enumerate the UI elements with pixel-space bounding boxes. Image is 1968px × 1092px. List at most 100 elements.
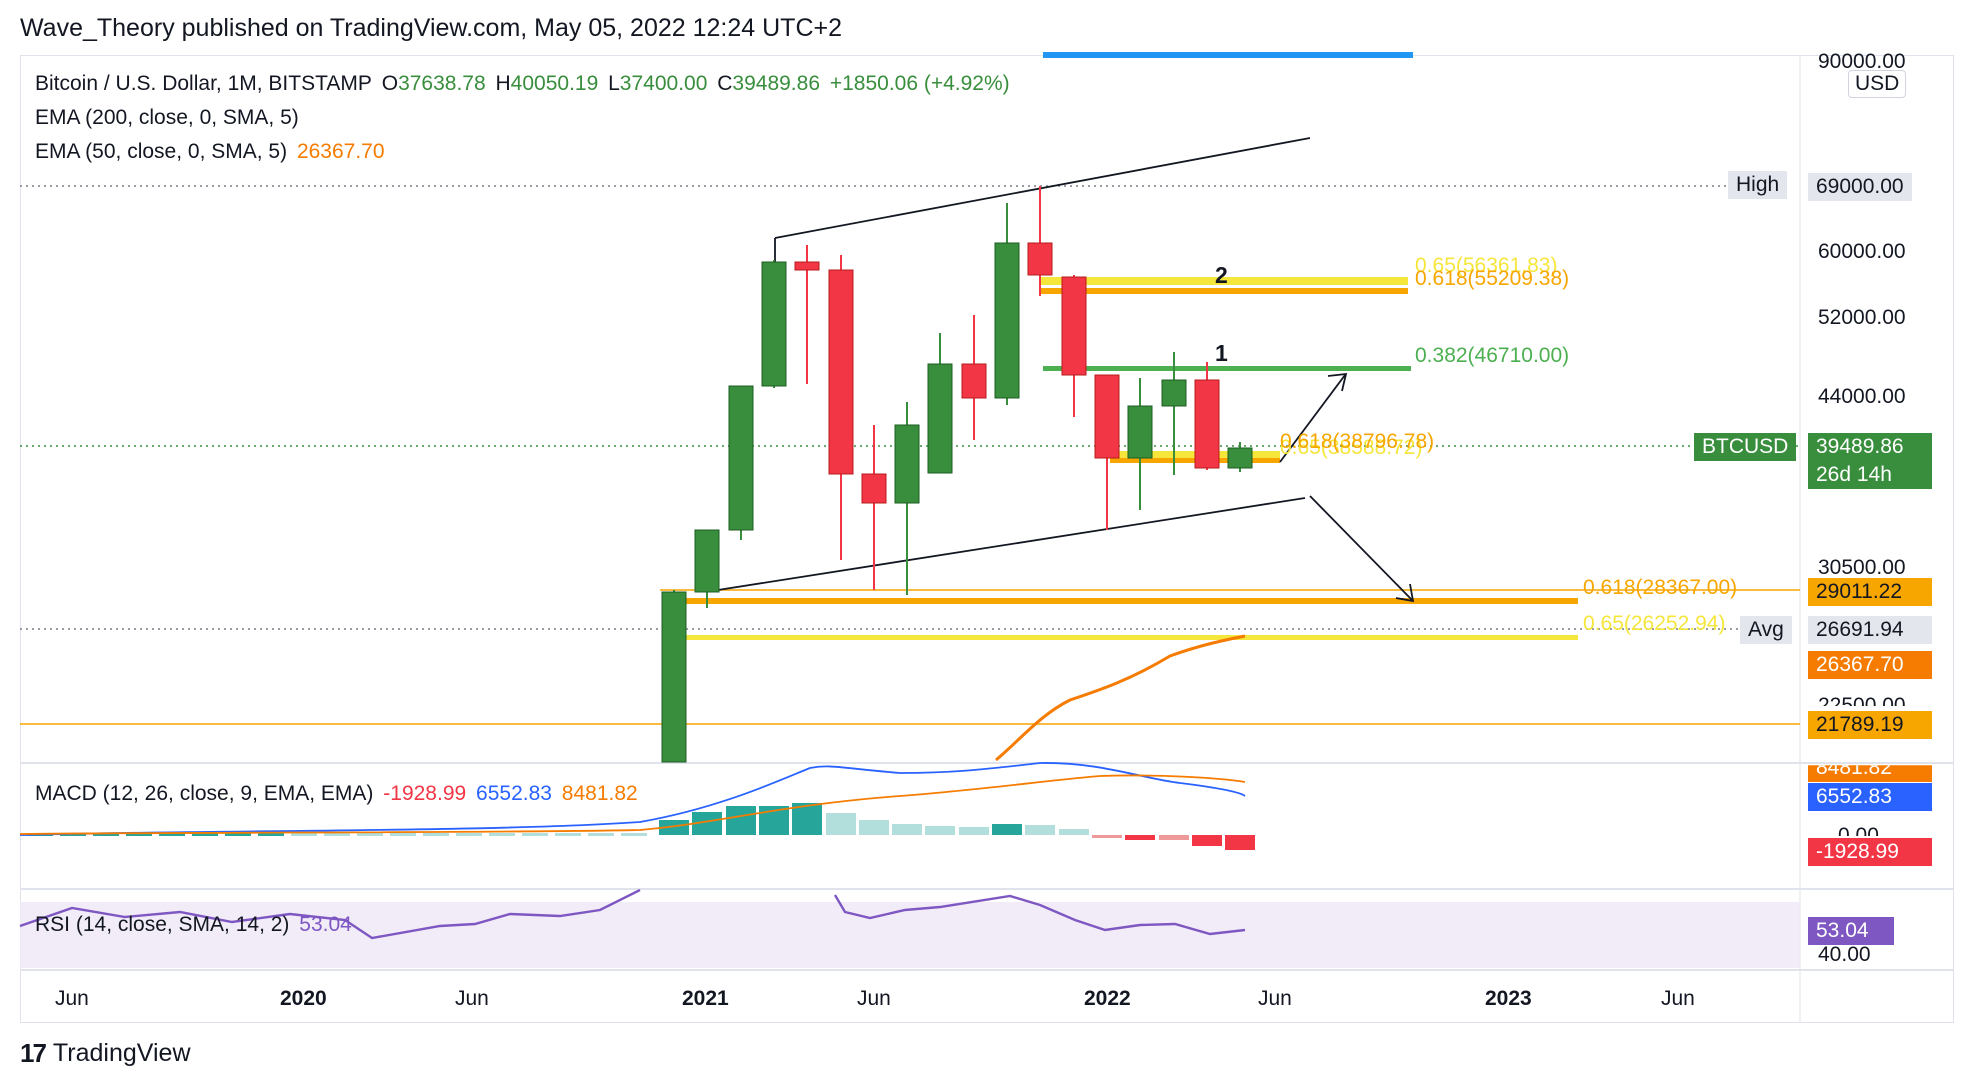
- macd-hist-bar: [726, 806, 756, 835]
- bullish-scenario-arrow: [1279, 372, 1348, 463]
- ema200-title: EMA (200, close, 0, SMA, 5): [35, 106, 299, 129]
- candle: [761, 260, 787, 388]
- time-tick-2022: 2022: [1084, 987, 1131, 1010]
- candle: [1127, 378, 1153, 510]
- macd-hist-bar: [1159, 835, 1189, 840]
- macd-hist-bar: [826, 813, 856, 835]
- candles-group: [661, 186, 1253, 763]
- candle-body: [1061, 276, 1087, 376]
- high-label: H: [495, 72, 511, 95]
- macd-hist-tag: -1928.99: [1808, 838, 1932, 866]
- bearish-scenario-arrow: [1309, 495, 1415, 603]
- fib-065-mid-label: 0.65(38588.72): [1280, 436, 1423, 459]
- macd-hist-bar: [992, 824, 1022, 835]
- macd-hist-bar: [1059, 829, 1089, 835]
- level-29011-tag: 29011.22: [1808, 578, 1932, 606]
- macd-hist-bar: [692, 812, 722, 835]
- macd-hist-bar: [621, 833, 647, 836]
- currency-button[interactable]: USD: [1848, 70, 1907, 98]
- candle: [961, 315, 987, 440]
- macd-hist-bar: [522, 833, 548, 836]
- price-tick-60000: 60000.00: [1818, 240, 1906, 263]
- candle-body: [828, 269, 854, 475]
- fib-zone-top-yellow: [1040, 277, 1408, 285]
- macd-signal-value: 8481.82: [561, 782, 638, 805]
- fib-065-top-label: 0.65(56361.83): [1415, 254, 1558, 277]
- time-tick-jun-2023: Jun: [1661, 987, 1695, 1010]
- macd-hist-bar: [390, 833, 416, 836]
- fib-zone-0382-green: [1043, 366, 1411, 371]
- macd-hist-bar: [357, 833, 383, 836]
- ema50-price-tag: 26367.70: [1808, 651, 1932, 679]
- candle-body: [794, 261, 820, 271]
- macd-hist-bar: [456, 833, 482, 836]
- macd-hist-bar: [489, 833, 515, 836]
- candle: [994, 203, 1020, 405]
- fib-zone-low-orange: [686, 598, 1578, 604]
- candle-body: [1227, 447, 1253, 469]
- level-21789-tag: 21789.19: [1808, 711, 1932, 739]
- candle: [828, 255, 854, 560]
- macd-hist-bar: [93, 833, 119, 836]
- tradingview-brand: TradingView: [52, 1039, 191, 1067]
- price-tick-44000: 44000.00: [1818, 385, 1906, 408]
- price-tick-69000: 69000.00: [1808, 173, 1912, 201]
- macd-hist-bar: [126, 833, 152, 836]
- macd-hist-bar: [1125, 835, 1155, 840]
- fib-0382-label: 0.382(46710.00): [1415, 344, 1570, 367]
- candle: [927, 333, 953, 474]
- macd-hist-bar: [225, 833, 251, 836]
- high-value: 40050.19: [510, 72, 599, 95]
- open-label: O: [381, 72, 399, 95]
- ema50-value: 26367.70: [296, 140, 385, 163]
- macd-signal-tag: 8481.82: [1808, 765, 1932, 782]
- ema50-line: [995, 634, 1246, 762]
- ema50-legend[interactable]: EMA (50, close, 0, SMA, 5) 26367.70: [35, 140, 389, 164]
- fib-0618-mid-label: 0.618(38796.78): [1280, 430, 1435, 453]
- macd-hist-bar: [1025, 825, 1055, 835]
- macd-hist-bar: [588, 833, 614, 836]
- low-label: L: [608, 72, 620, 95]
- price-tick-30500: 30500.00: [1818, 556, 1906, 579]
- last-price-tag: 39489.86: [1808, 433, 1932, 461]
- tradingview-logo: 17: [20, 1038, 47, 1068]
- candle-body: [1127, 405, 1153, 459]
- candle: [894, 402, 920, 595]
- candle-body: [1094, 374, 1120, 459]
- channel-upper-line: [774, 137, 1311, 239]
- macd-zero-tick: 0.00: [1838, 824, 1879, 847]
- macd-hist-bar: [324, 833, 350, 836]
- macd-hist-bar: [859, 820, 889, 835]
- wave-2-label: 2: [1215, 262, 1228, 288]
- candle-body: [1194, 379, 1220, 469]
- candle: [1161, 352, 1187, 475]
- macd-hist-bar: [555, 833, 581, 836]
- macd-title: MACD (12, 26, close, 9, EMA, EMA): [35, 782, 374, 805]
- fib-0618-low-label: 0.618(28367.00): [1583, 576, 1738, 599]
- candle-body: [761, 261, 787, 387]
- close-value: 39489.86: [732, 72, 820, 95]
- rsi-title: RSI (14, close, SMA, 14, 2): [35, 913, 290, 936]
- ema200-legend[interactable]: EMA (200, close, 0, SMA, 5): [35, 106, 303, 130]
- rsi-value: 53.04: [299, 913, 352, 936]
- fib-zone-low-yellow: [686, 635, 1578, 640]
- rsi-line: [19, 888, 1246, 940]
- rsi-legend[interactable]: RSI (14, close, SMA, 14, 2) 53.04: [35, 913, 356, 937]
- candle: [1227, 442, 1253, 472]
- candle: [1027, 186, 1053, 296]
- time-tick-2020: 2020: [280, 987, 327, 1010]
- top-blue-bar: [1043, 52, 1413, 58]
- price-tick-22500: 22500.00: [1818, 694, 1906, 717]
- tradingview-footer[interactable]: 17 TradingView: [20, 1038, 191, 1069]
- fib-zone-top-orange: [1040, 288, 1408, 294]
- price-tick-52000: 52000.00: [1818, 306, 1906, 329]
- bar-countdown-tag: 26d 14h: [1808, 461, 1932, 489]
- fib-0618-top-label: 0.618(55209.38): [1415, 267, 1570, 290]
- macd-legend[interactable]: MACD (12, 26, close, 9, EMA, EMA) -1928.…: [35, 782, 642, 806]
- macd-hist-bar: [258, 833, 284, 836]
- avg-price-tag: 26691.94: [1808, 616, 1932, 644]
- candle-body: [961, 363, 987, 399]
- ohlc-legend: Bitcoin / U.S. Dollar, 1M, BITSTAMP O376…: [35, 72, 1014, 96]
- macd-hist-bar: [659, 820, 689, 835]
